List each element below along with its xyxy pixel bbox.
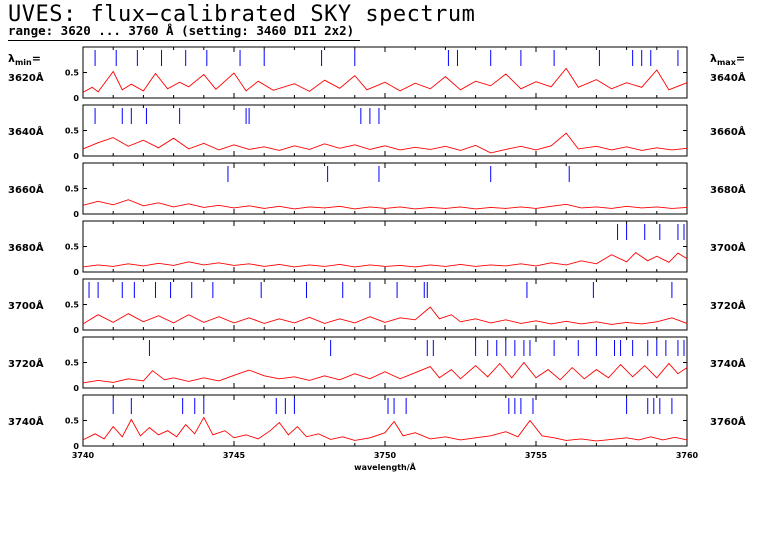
y-tick-label-1-0: 0 xyxy=(73,152,79,161)
lambda-min-equals: = xyxy=(31,52,41,65)
lambda-min-label-1: 3640Å xyxy=(8,125,44,138)
x-tick-label-0: 3740 xyxy=(72,451,95,460)
x-axis-label: wavelength/Å xyxy=(354,462,416,472)
y-tick-label-6-1: 0.5 xyxy=(65,417,80,426)
y-tick-label-5-0: 0 xyxy=(73,384,79,393)
y-tick-label-3-0: 0 xyxy=(73,268,79,277)
lambda-max-label-2: 3680Å xyxy=(710,183,746,196)
y-tick-label-5-1: 0.5 xyxy=(65,359,80,368)
lambda-min-label-0: 3620Å xyxy=(8,71,44,84)
lambda-min-symbol: λ xyxy=(8,52,15,65)
chart-subtitle: range: 3620 ... 3760 Å (setting: 3460 DI… xyxy=(8,23,355,38)
y-tick-label-0-1: 0.5 xyxy=(65,69,80,78)
lambda-max-label-1: 3660Å xyxy=(710,125,746,138)
x-tick-label-2: 3750 xyxy=(374,451,397,460)
lambda-max-label-0: 3640Å xyxy=(710,71,746,84)
panel-frame-3 xyxy=(82,220,688,273)
panel-frame-0 xyxy=(82,46,688,99)
chart-title: UVES: flux−calibrated SKY spectrum xyxy=(8,2,476,27)
lambda-max-equals: = xyxy=(735,52,746,65)
spectrum-line-4 xyxy=(82,306,688,325)
lambda-max-label-6: 3760Å xyxy=(710,415,746,428)
lambda-max-symbol: λ xyxy=(710,52,717,65)
spectrum-line-0 xyxy=(82,67,688,93)
spectrum-line-1 xyxy=(82,132,688,154)
panel-frame-1 xyxy=(82,104,688,157)
x-tick-label-1: 3745 xyxy=(223,451,246,460)
y-tick-label-2-1: 0.5 xyxy=(65,185,80,194)
panel-frame-6 xyxy=(82,394,688,447)
lambda-min-label-6: 3740Å xyxy=(8,415,44,428)
lambda-min-label-4: 3700Å xyxy=(8,299,44,312)
lambda-min-header: λmin= xyxy=(8,52,41,67)
spectrum-line-6 xyxy=(82,416,688,442)
panel-frame-2 xyxy=(82,162,688,215)
x-tick-label-3: 3755 xyxy=(525,451,548,460)
y-tick-label-3-1: 0.5 xyxy=(65,243,80,252)
lambda-min-label-2: 3660Å xyxy=(8,183,44,196)
lambda-max-subscript: max xyxy=(716,58,736,68)
lambda-max-header: λmax= xyxy=(710,52,745,67)
lambda-max-label-5: 3740Å xyxy=(710,357,746,370)
y-tick-label-0-0: 0 xyxy=(73,94,79,103)
lambda-max-label-3: 3700Å xyxy=(710,241,746,254)
x-tick-label-4: 3760 xyxy=(676,451,699,460)
lambda-min-subscript: min xyxy=(14,58,32,68)
spectrum-line-2 xyxy=(82,199,688,210)
lambda-min-label-3: 3680Å xyxy=(8,241,44,254)
lambda-max-label-4: 3720Å xyxy=(710,299,746,312)
spectrum-line-3 xyxy=(82,252,688,268)
title-underline xyxy=(8,40,360,41)
y-tick-label-4-1: 0.5 xyxy=(65,301,80,310)
spectrum-line-5 xyxy=(82,361,688,384)
y-tick-label-2-0: 0 xyxy=(73,210,79,219)
lambda-min-label-5: 3720Å xyxy=(8,357,44,370)
y-tick-label-1-1: 0.5 xyxy=(65,127,80,136)
y-tick-label-6-0: 0 xyxy=(73,442,79,451)
y-tick-label-4-0: 0 xyxy=(73,326,79,335)
